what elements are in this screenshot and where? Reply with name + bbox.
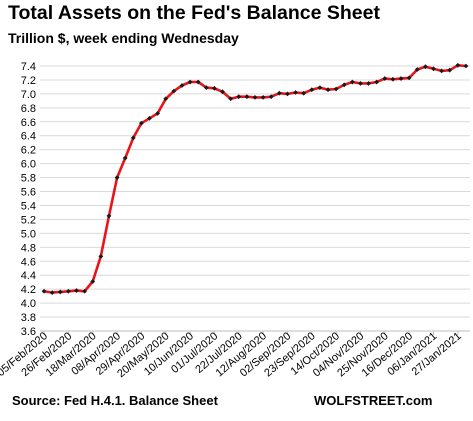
- y-tick-label: 7.2: [21, 75, 36, 87]
- data-point: [155, 111, 161, 116]
- data-point: [130, 135, 136, 141]
- brand-label: WOLFSTREET.com: [314, 393, 433, 408]
- data-point: [147, 115, 152, 121]
- axes: [40, 330, 470, 335]
- data-point-markers: [41, 62, 469, 296]
- data-point: [179, 83, 185, 88]
- source-note: Source: Fed H.4.1. Balance Sheet: [12, 393, 218, 408]
- data-point: [390, 76, 396, 82]
- data-point: [447, 67, 453, 73]
- data-point: [268, 94, 274, 100]
- data-point: [422, 64, 428, 70]
- data-point: [49, 290, 55, 296]
- data-point: [463, 63, 469, 69]
- y-tick-label: 6.2: [21, 145, 36, 157]
- y-tick-label: 4.2: [21, 284, 36, 296]
- data-point: [65, 288, 71, 294]
- data-point: [187, 79, 193, 85]
- y-tick-label: 6.8: [21, 103, 36, 115]
- data-point: [57, 289, 63, 295]
- y-tick-label: 6.6: [21, 117, 36, 129]
- data-point: [252, 94, 258, 100]
- data-point: [333, 86, 339, 92]
- x-axis-tick-labels: 05/Feb/202026/Feb/202018/Mar/202008/Apr/…: [0, 330, 464, 380]
- y-tick-label: 4.0: [21, 298, 36, 310]
- y-tick-label: 5.4: [21, 200, 36, 212]
- y-tick-label: 7.0: [21, 89, 36, 101]
- y-tick-label: 4.8: [21, 242, 36, 254]
- data-point: [228, 96, 234, 102]
- data-point: [276, 90, 282, 96]
- data-point: [317, 85, 323, 91]
- y-tick-label: 3.6: [21, 326, 36, 338]
- data-point: [244, 94, 250, 100]
- y-tick-label: 4.4: [21, 270, 36, 282]
- data-point: [114, 175, 120, 180]
- data-point: [406, 75, 412, 81]
- gridlines: [40, 65, 470, 332]
- data-point: [285, 91, 290, 97]
- chart-subtitle: Trillion $, week ending Wednesday: [8, 30, 239, 46]
- data-point: [139, 120, 144, 126]
- y-tick-label: 5.2: [21, 214, 36, 226]
- data-point: [203, 85, 209, 91]
- y-tick-label: 5.8: [21, 173, 36, 185]
- data-point: [301, 90, 307, 96]
- data-point: [98, 253, 104, 259]
- data-point: [220, 89, 225, 95]
- data-point: [171, 88, 177, 94]
- y-tick-label: 6.0: [21, 159, 36, 171]
- y-tick-label: 4.6: [21, 256, 36, 268]
- data-point: [439, 68, 445, 74]
- data-point: [382, 76, 388, 81]
- data-point: [90, 279, 96, 284]
- data-point: [106, 213, 112, 219]
- data-point: [163, 96, 169, 102]
- data-point: [374, 79, 380, 85]
- data-point: [366, 81, 371, 86]
- data-point: [341, 82, 347, 88]
- data-point: [309, 87, 315, 93]
- data-point: [122, 155, 128, 161]
- y-tick-label: 5.0: [21, 228, 36, 240]
- data-point: [236, 94, 242, 100]
- data-point: [358, 81, 363, 86]
- data-point: [398, 76, 404, 81]
- data-point: [293, 90, 298, 95]
- data-point: [41, 288, 47, 294]
- data-point: [74, 288, 79, 293]
- data-point: [325, 87, 331, 93]
- y-tick-label: 6.4: [21, 131, 36, 143]
- data-point: [82, 288, 88, 294]
- y-tick-label: 3.8: [21, 312, 36, 324]
- data-point: [212, 85, 217, 91]
- y-tick-label: 7.4: [21, 61, 36, 73]
- y-axis-tick-labels: 3.6 3.8 4.0 4.2 4.4 4.6 4.8 5.0 5.2 5.45.6 5.8 6.0 6…: [21, 61, 36, 338]
- data-point: [349, 79, 355, 85]
- y-tick-label: 5.6: [21, 187, 36, 199]
- data-point: [414, 67, 420, 72]
- data-point: [455, 62, 461, 68]
- data-point: [260, 94, 266, 100]
- data-point: [431, 66, 436, 72]
- chart-title: Total Assets on the Fed's Balance Sheet: [8, 2, 380, 24]
- data-point: [195, 79, 201, 85]
